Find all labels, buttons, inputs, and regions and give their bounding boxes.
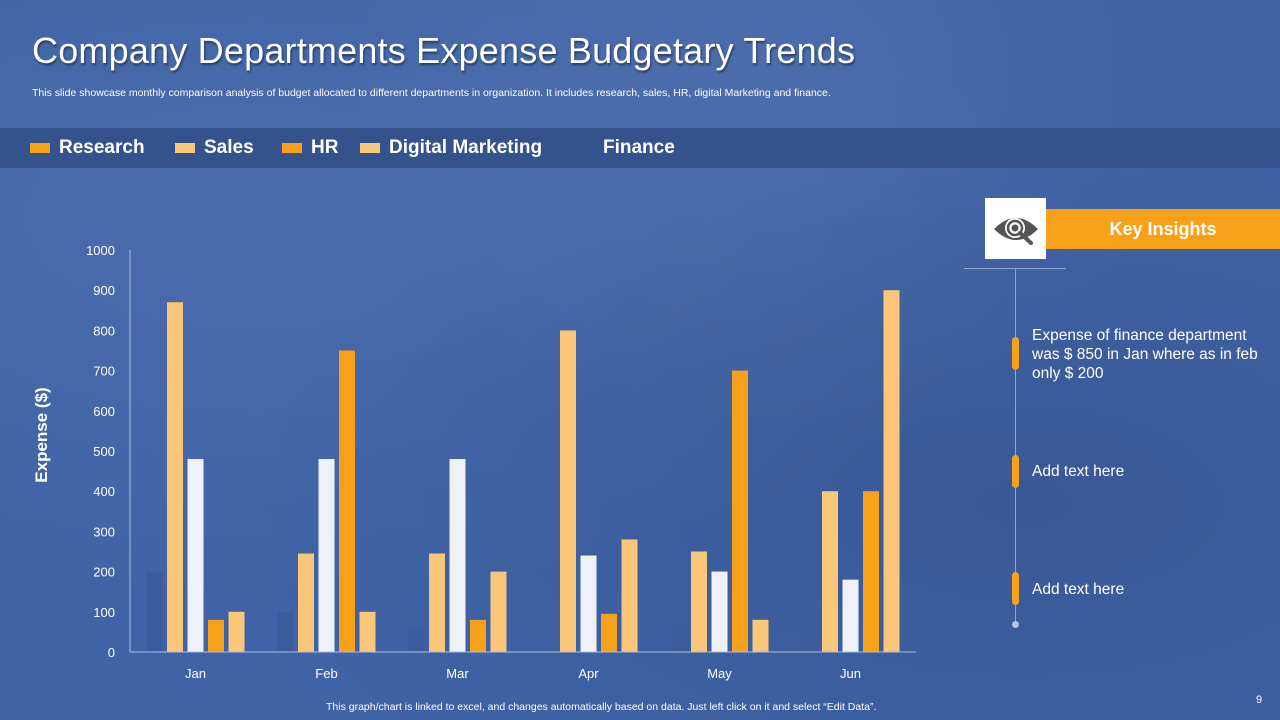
y-tick-label: 300 xyxy=(93,524,115,539)
bar-sales-apr xyxy=(560,330,576,652)
bar-research-jan xyxy=(146,571,163,652)
legend-item-sales: Sales xyxy=(175,128,254,168)
bar-hr-may xyxy=(711,571,728,652)
legend-item-finance: Finance xyxy=(603,128,675,168)
y-tick-label: 0 xyxy=(108,645,115,660)
bar-digital-marketing-mar xyxy=(470,619,486,652)
insights-icon-box xyxy=(985,198,1046,259)
y-tick-label: 900 xyxy=(93,283,115,298)
timeline-marker-2 xyxy=(1012,455,1019,488)
bar-finance-jun xyxy=(883,290,900,652)
legend-label-finance: Finance xyxy=(603,137,675,158)
bar-finance-feb xyxy=(359,611,376,652)
bar-finance-apr xyxy=(621,539,638,652)
legend-swatch-digital-marketing xyxy=(360,143,380,153)
y-tick-label: 700 xyxy=(93,364,115,379)
legend-label-hr: HR xyxy=(311,137,339,158)
timeline-end-dot xyxy=(1012,621,1019,628)
bar-hr-apr xyxy=(580,555,597,652)
eye-magnifier-icon xyxy=(993,217,1038,245)
page-title: Company Departments Expense Budgetary Tr… xyxy=(32,30,856,71)
legend-swatch-research xyxy=(30,143,50,153)
y-tick-label: 600 xyxy=(93,404,115,419)
legend-label-sales: Sales xyxy=(204,137,254,158)
legend-label-digital-marketing: Digital Marketing xyxy=(389,137,543,158)
bar-digital-marketing-may xyxy=(732,370,748,652)
x-tick-label: Feb xyxy=(315,666,337,681)
y-axis-label: Expense ($) xyxy=(32,387,51,482)
bar-hr-mar xyxy=(449,459,466,652)
x-tick-label: Mar xyxy=(446,666,469,681)
bar-sales-jun xyxy=(822,491,838,652)
bar-sales-jan xyxy=(167,302,183,652)
insight-text-2: Add text here xyxy=(1032,463,1125,480)
bar-finance-jan xyxy=(228,611,245,652)
bar-digital-marketing-jun xyxy=(863,491,879,652)
page-subtitle: This slide showcase monthly comparison a… xyxy=(32,87,831,99)
insights-header: Key Insights xyxy=(1046,209,1280,249)
y-tick-label: 1000 xyxy=(86,243,115,258)
bar-finance-may xyxy=(752,619,769,652)
legend-item-research: Research xyxy=(30,128,145,168)
x-tick-label: May xyxy=(707,666,732,681)
insight-text-1: Expense of finance department was $ 850 … xyxy=(1032,327,1258,382)
bar-digital-marketing-feb xyxy=(339,350,355,652)
page-number: 9 xyxy=(1256,694,1263,706)
legend-item-digital-marketing: Digital Marketing xyxy=(360,128,542,168)
legend-swatch-hr xyxy=(282,143,302,153)
bar-sales-may xyxy=(691,551,707,652)
bar-finance-mar xyxy=(490,571,507,652)
y-tick-label: 100 xyxy=(93,605,115,620)
footer-note: This graph/chart is linked to excel, and… xyxy=(326,701,877,713)
legend-swatch-sales xyxy=(175,143,195,153)
bar-research-mar xyxy=(408,627,425,652)
y-tick-label: 800 xyxy=(93,323,115,338)
legend-label-research: Research xyxy=(59,137,145,158)
legend-bar: Research Sales HR Digital Marketing Fina… xyxy=(0,128,1280,168)
insights-timeline xyxy=(1015,268,1016,624)
bar-research-may xyxy=(670,623,687,652)
bar-hr-jun xyxy=(842,579,859,652)
y-tick-label: 200 xyxy=(93,565,115,580)
timeline-marker-1 xyxy=(1012,337,1019,370)
y-tick-label: 500 xyxy=(93,444,115,459)
x-tick-label: Jun xyxy=(840,666,861,681)
bar-research-jun xyxy=(801,551,818,652)
bar-sales-mar xyxy=(429,553,445,652)
x-tick-label: Jan xyxy=(185,666,206,681)
timeline-marker-3 xyxy=(1012,572,1019,605)
x-tick-label: Apr xyxy=(578,666,599,681)
bar-hr-feb xyxy=(318,459,335,652)
bar-research-feb xyxy=(277,611,294,652)
insight-text-3: Add text here xyxy=(1032,581,1125,598)
legend-item-hr: HR xyxy=(282,128,338,168)
bar-digital-marketing-jan xyxy=(208,619,224,652)
bar-hr-jan xyxy=(187,459,204,652)
y-tick-label: 400 xyxy=(93,484,115,499)
bar-sales-feb xyxy=(298,553,314,652)
bar-digital-marketing-apr xyxy=(601,613,617,652)
